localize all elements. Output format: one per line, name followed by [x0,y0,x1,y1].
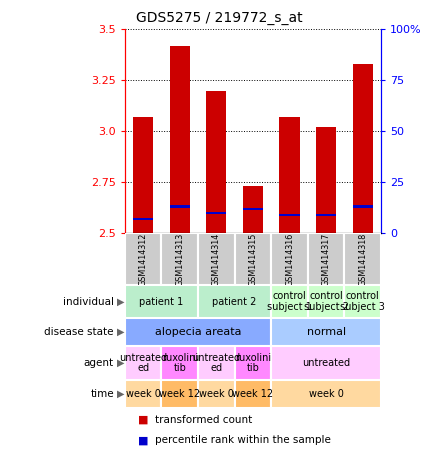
Text: week 0: week 0 [309,389,343,399]
Bar [271,285,308,318]
Bar [206,91,226,233]
Text: ■: ■ [138,435,148,445]
Bar [316,127,336,233]
Text: week 0: week 0 [199,389,234,399]
Bar [125,285,198,318]
Text: ▶: ▶ [117,297,124,307]
Bar [308,233,344,285]
Bar [198,285,271,318]
Bar [271,233,308,285]
Text: ■: ■ [138,415,148,425]
Bar [198,380,235,408]
Bar [316,214,336,216]
Text: time: time [90,389,114,399]
Bar [279,214,300,216]
Text: GSM1414314: GSM1414314 [212,233,221,286]
Text: percentile rank within the sample: percentile rank within the sample [155,435,331,445]
Text: alopecia areata: alopecia areata [155,327,241,337]
Bar [170,46,190,233]
Text: transformed count: transformed count [155,415,252,425]
Bar [125,318,271,346]
Text: GSM1414316: GSM1414316 [285,233,294,286]
Text: untreated
ed: untreated ed [192,353,240,373]
Bar [235,346,271,380]
Bar [125,346,162,380]
Bar [235,233,271,285]
Bar [243,207,263,210]
Text: untreated
ed: untreated ed [119,353,167,373]
Bar [271,346,381,380]
Text: individual: individual [63,297,114,307]
Text: GDS5275 / 219772_s_at: GDS5275 / 219772_s_at [136,11,302,25]
Text: ▶: ▶ [117,327,124,337]
Text: ▶: ▶ [117,389,124,399]
Text: agent: agent [84,358,114,368]
Text: ruxolini
tib: ruxolini tib [162,353,198,373]
Text: control
subject 1: control subject 1 [267,291,312,312]
Bar [308,285,344,318]
Bar [235,380,271,408]
Bar [170,206,190,208]
Bar [198,346,235,380]
Bar [353,206,373,208]
Text: disease state: disease state [44,327,114,337]
Bar [125,380,162,408]
Text: ▶: ▶ [117,358,124,368]
Bar [198,233,235,285]
Text: GSM1414313: GSM1414313 [175,233,184,286]
Text: control
subject 3: control subject 3 [340,291,385,312]
Bar [125,233,162,285]
Bar [162,346,198,380]
Bar [271,318,381,346]
Text: week 0: week 0 [126,389,161,399]
Text: GSM1414318: GSM1414318 [358,233,367,286]
Bar [271,380,381,408]
Text: ruxolini
tib: ruxolini tib [235,353,271,373]
Bar [344,233,381,285]
Bar [344,285,381,318]
Text: GSM1414312: GSM1414312 [139,233,148,286]
Bar [133,218,153,220]
Bar [279,117,300,233]
Text: week 12: week 12 [233,389,273,399]
Text: patient 2: patient 2 [212,297,257,307]
Text: GSM1414315: GSM1414315 [248,233,258,286]
Bar [353,64,373,233]
Text: GSM1414317: GSM1414317 [321,233,331,286]
Text: untreated: untreated [302,358,350,368]
Bar [162,233,198,285]
Bar [206,212,226,214]
Text: control
subject 2: control subject 2 [304,291,349,312]
Bar [162,380,198,408]
Bar [133,117,153,233]
Text: normal: normal [307,327,346,337]
Text: patient 1: patient 1 [139,297,184,307]
Bar [243,187,263,233]
Text: week 12: week 12 [159,389,200,399]
